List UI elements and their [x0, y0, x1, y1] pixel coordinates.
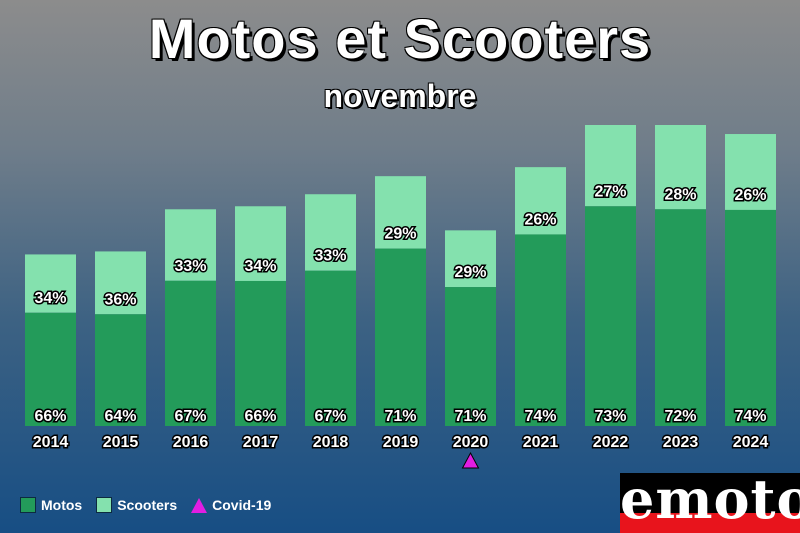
x-tick-label-2018: 2018	[313, 434, 349, 451]
bar-scooters-2019	[375, 176, 426, 249]
bar-scooters-2015	[95, 251, 146, 315]
bar-motos-2019	[375, 248, 426, 426]
legend-swatch-scooters	[96, 497, 113, 513]
x-tick-label-2024: 2024	[733, 434, 769, 451]
data-label-motos-2022: 73%	[594, 408, 626, 425]
legend-swatch-motos	[20, 497, 36, 513]
bar-motos-2014	[25, 312, 76, 426]
data-label-motos-2018: 67%	[314, 408, 346, 425]
legend-item-covid: Covid-19	[191, 497, 271, 513]
x-tick-label-2015: 2015	[103, 434, 139, 451]
logo-text: emoto	[620, 473, 800, 531]
data-label-motos-2019: 71%	[384, 408, 416, 425]
bar-motos-2022	[585, 206, 636, 426]
bar-scooters-2016	[165, 209, 216, 281]
bar-scooters-2021	[515, 167, 566, 235]
data-label-scooters-2016: 33%	[174, 258, 206, 275]
data-label-motos-2021: 74%	[524, 408, 556, 425]
data-label-motos-2020: 71%	[454, 408, 486, 425]
data-label-scooters-2022: 27%	[594, 183, 626, 200]
emoto-logo: emoto	[620, 473, 800, 533]
bar-motos-2020	[445, 287, 496, 426]
bar-motos-2016	[165, 280, 216, 426]
x-tick-label-2022: 2022	[593, 434, 629, 451]
data-label-motos-2016: 67%	[174, 408, 206, 425]
x-tick-label-2020: 2020	[453, 434, 489, 451]
data-label-motos-2015: 64%	[104, 408, 136, 425]
covid-triangle-icon	[191, 497, 208, 513]
bar-scooters-2020	[445, 230, 496, 288]
bar-motos-2015	[95, 314, 146, 426]
bar-motos-2018	[305, 270, 356, 426]
logo-red-band	[620, 513, 800, 533]
data-label-scooters-2019: 29%	[384, 226, 416, 243]
x-tick-label-2019: 2019	[383, 434, 419, 451]
data-label-scooters-2014: 34%	[34, 290, 66, 307]
data-label-scooters-2018: 33%	[314, 248, 346, 265]
data-label-scooters-2021: 26%	[524, 211, 556, 228]
x-tick-label-2021: 2021	[523, 434, 559, 451]
data-label-scooters-2015: 36%	[104, 291, 136, 308]
data-label-scooters-2023: 28%	[664, 186, 696, 203]
legend-label-covid: Covid-19	[212, 497, 272, 513]
bar-scooters-2018	[305, 194, 356, 271]
x-tick-label-2023: 2023	[663, 434, 699, 451]
data-label-motos-2023: 72%	[664, 408, 696, 425]
bar-motos-2023	[655, 209, 706, 426]
bar-motos-2017	[235, 280, 286, 426]
x-tick-label-2016: 2016	[173, 434, 209, 451]
data-label-motos-2014: 66%	[34, 408, 66, 425]
covid-marker-icon	[461, 451, 480, 469]
legend-item-motos: Motos	[20, 497, 82, 513]
bar-scooters-2022	[585, 125, 636, 207]
bar-motos-2024	[725, 209, 776, 426]
legend: Motos Scooters Covid-19	[20, 495, 271, 515]
legend-item-scooters: Scooters	[96, 497, 177, 513]
chart-subtitle: novembre	[323, 78, 477, 114]
bar-scooters-2017	[235, 206, 286, 281]
data-label-motos-2024: 74%	[734, 408, 766, 425]
data-label-motos-2017: 66%	[244, 408, 276, 425]
x-tick-label-2014: 2014	[33, 434, 69, 451]
data-label-scooters-2024: 26%	[734, 187, 766, 204]
data-label-scooters-2017: 34%	[244, 258, 276, 275]
bar-scooters-2024	[725, 134, 776, 210]
bar-scooters-2014	[25, 254, 76, 313]
chart-title: Motos et Scooters	[148, 7, 652, 70]
bar-motos-2021	[515, 234, 566, 426]
legend-label-motos: Motos	[41, 497, 83, 513]
x-tick-label-2017: 2017	[243, 434, 279, 451]
legend-label-scooters: Scooters	[117, 497, 178, 513]
bar-scooters-2023	[655, 125, 706, 210]
data-label-scooters-2020: 29%	[454, 264, 486, 281]
